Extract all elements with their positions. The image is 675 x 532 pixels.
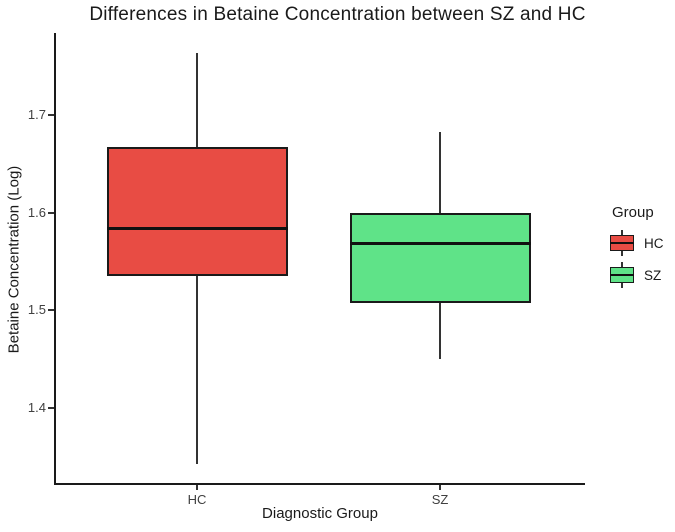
y-axis-title: Betaine Concentration (Log) bbox=[5, 165, 23, 354]
key-median bbox=[610, 273, 634, 276]
median-SZ bbox=[349, 242, 531, 246]
boxplot-key-icon bbox=[610, 230, 634, 256]
whisker-lower-SZ bbox=[439, 302, 441, 360]
legend-entries: HC SZ bbox=[610, 230, 674, 288]
y-tick-mark bbox=[48, 309, 54, 312]
legend-label: SZ bbox=[644, 267, 662, 283]
median-HC bbox=[106, 226, 288, 230]
whisker-upper-HC bbox=[196, 53, 198, 148]
y-tick-label: 1.7 bbox=[27, 107, 46, 122]
whisker-lower-HC bbox=[196, 276, 198, 464]
x-axis-line bbox=[54, 483, 585, 485]
x-tick-label: HC bbox=[187, 492, 207, 507]
y-tick-mark bbox=[48, 211, 54, 214]
y-tick-mark bbox=[48, 114, 54, 116]
chart-title: Differences in Betaine Concentration bet… bbox=[89, 4, 586, 25]
legend-entry-HC: HC bbox=[610, 230, 674, 256]
y-tick-label: 1.6 bbox=[27, 204, 46, 220]
x-tick-mark bbox=[196, 485, 198, 490]
box-SZ bbox=[349, 212, 531, 303]
legend-entry-SZ: SZ bbox=[610, 262, 674, 288]
y-tick-label: 1.5 bbox=[27, 302, 46, 318]
boxplot-key-icon bbox=[610, 262, 634, 288]
x-tick-label: SZ bbox=[431, 492, 449, 507]
legend-title: Group bbox=[612, 204, 654, 221]
x-tick-mark bbox=[439, 485, 441, 490]
y-axis-line bbox=[54, 33, 56, 485]
x-axis-title: Diagnostic Group bbox=[262, 505, 378, 522]
whisker-upper-SZ bbox=[439, 131, 441, 213]
legend: Group HC SZ bbox=[610, 204, 674, 294]
box-HC bbox=[106, 147, 288, 277]
legend-label: HC bbox=[644, 235, 664, 251]
y-tick-label: 1.4 bbox=[27, 400, 46, 415]
key-median bbox=[610, 241, 634, 244]
y-tick-mark bbox=[48, 407, 54, 409]
